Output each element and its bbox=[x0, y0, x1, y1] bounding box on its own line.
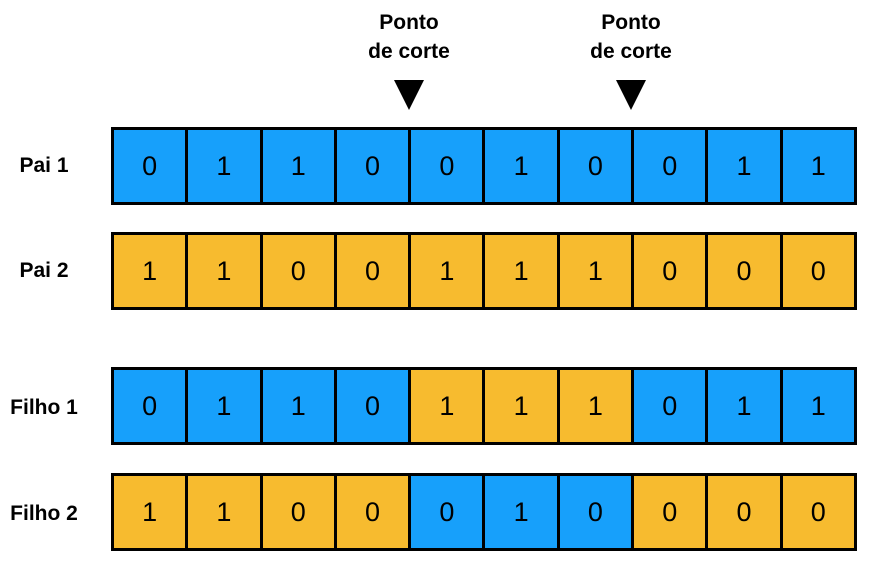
gene-cell: 0 bbox=[559, 476, 632, 548]
gene-cell: 1 bbox=[411, 235, 483, 307]
gene-cell: 0 bbox=[411, 476, 483, 548]
gene-cell: 0 bbox=[336, 130, 409, 202]
gene-cell: 0 bbox=[336, 235, 409, 307]
gene-cell: 1 bbox=[559, 235, 632, 307]
cut-point-label-line2: de corte bbox=[368, 40, 450, 63]
gene-cell: 1 bbox=[188, 130, 260, 202]
gene-cell: 1 bbox=[485, 130, 557, 202]
gene-cell: 0 bbox=[634, 130, 706, 202]
gene-cell: 0 bbox=[559, 130, 632, 202]
gene-cell: 1 bbox=[114, 235, 186, 307]
gene-cell: 1 bbox=[411, 370, 483, 442]
cut-point-label-line1: Ponto bbox=[379, 11, 439, 34]
gene-cell: 0 bbox=[708, 476, 780, 548]
gene-cell: 1 bbox=[485, 476, 557, 548]
gene-cell: 0 bbox=[782, 476, 854, 548]
row-label-pai-1: Pai 1 bbox=[19, 154, 69, 177]
cut-point-arrow-2 bbox=[616, 80, 646, 110]
cut-point-label-1: Ponto de corte bbox=[339, 8, 479, 66]
gene-cell: 1 bbox=[485, 370, 557, 442]
gene-cell: 0 bbox=[782, 235, 854, 307]
gene-cell: 1 bbox=[188, 476, 260, 548]
gene-cell: 1 bbox=[782, 130, 854, 202]
gene-cell: 1 bbox=[708, 130, 780, 202]
gene-cell: 0 bbox=[114, 370, 186, 442]
gene-cell: 0 bbox=[634, 476, 706, 548]
gene-cell: 0 bbox=[708, 235, 780, 307]
cut-point-label-line2: de corte bbox=[590, 40, 672, 63]
cut-point-label-line1: Ponto bbox=[601, 11, 661, 34]
gene-cell: 0 bbox=[114, 130, 186, 202]
gene-cell: 1 bbox=[782, 370, 854, 442]
gene-cell: 1 bbox=[708, 370, 780, 442]
gene-cell: 0 bbox=[411, 130, 483, 202]
gene-cell: 1 bbox=[188, 370, 260, 442]
gene-cell: 0 bbox=[634, 235, 706, 307]
gene-cell: 1 bbox=[188, 235, 260, 307]
gene-cell: 0 bbox=[634, 370, 706, 442]
gene-cell: 1 bbox=[114, 476, 186, 548]
gene-cell: 1 bbox=[262, 130, 334, 202]
gene-cell: 1 bbox=[485, 235, 557, 307]
gene-cell: 0 bbox=[336, 370, 409, 442]
gene-cell: 0 bbox=[262, 235, 334, 307]
row-label-pai-2: Pai 2 bbox=[19, 259, 69, 282]
cut-point-label-2: Ponto de corte bbox=[561, 8, 701, 66]
row-label-filho-2: Filho 2 bbox=[10, 502, 78, 525]
gene-cell: 1 bbox=[559, 370, 632, 442]
row-label-filho-1: Filho 1 bbox=[10, 396, 78, 419]
cut-point-arrow-1 bbox=[394, 80, 424, 110]
gene-cell: 1 bbox=[262, 370, 334, 442]
gene-cell: 0 bbox=[336, 476, 409, 548]
gene-cell: 0 bbox=[262, 476, 334, 548]
